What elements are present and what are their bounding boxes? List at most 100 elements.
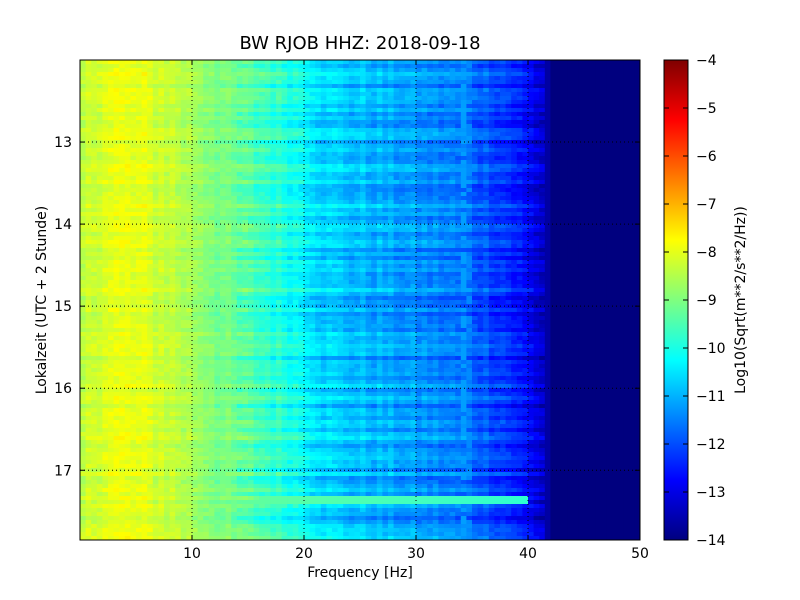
heatmap-cell (192, 76, 199, 81)
heatmap-cell (589, 136, 596, 141)
heatmap-cell (253, 100, 260, 105)
heatmap-cell (298, 64, 305, 69)
heatmap-cell (309, 116, 316, 121)
heatmap-cell (466, 96, 473, 101)
heatmap-cell (393, 236, 400, 241)
heatmap-cell (253, 80, 260, 85)
heatmap-cell (528, 172, 535, 177)
heatmap-cell (623, 92, 630, 97)
heatmap-cell (354, 184, 361, 189)
heatmap-cell (259, 128, 266, 133)
heatmap-cell (500, 164, 507, 169)
heatmap-cell (292, 256, 299, 261)
heatmap-cell (528, 92, 535, 97)
heatmap-cell (466, 168, 473, 173)
heatmap-cell (264, 136, 271, 141)
heatmap-cell (455, 80, 462, 85)
heatmap-cell (141, 132, 148, 137)
heatmap-cell (567, 100, 574, 105)
heatmap-cell (124, 244, 131, 249)
heatmap-cell (466, 256, 473, 261)
heatmap-cell (505, 148, 512, 153)
heatmap-cell (539, 236, 546, 241)
heatmap-cell (276, 120, 283, 125)
heatmap-cell (477, 216, 484, 221)
heatmap-cell (253, 88, 260, 93)
heatmap-cell (124, 212, 131, 217)
heatmap-cell (556, 228, 563, 233)
heatmap-cell (108, 84, 115, 89)
heatmap-cell (516, 156, 523, 161)
heatmap-cell (315, 184, 322, 189)
heatmap-cell (628, 212, 635, 217)
heatmap-cell (208, 180, 215, 185)
heatmap-cell (472, 252, 479, 257)
heatmap-cell (80, 224, 87, 229)
heatmap-cell (572, 80, 579, 85)
heatmap-cell (147, 220, 154, 225)
heatmap-cell (376, 232, 383, 237)
heatmap-cell (371, 240, 378, 245)
heatmap-cell (438, 128, 445, 133)
heatmap-cell (488, 208, 495, 213)
heatmap-cell (416, 108, 423, 113)
heatmap-cell (438, 144, 445, 149)
heatmap-cell (141, 160, 148, 165)
heatmap-cell (421, 212, 428, 217)
heatmap-cell (208, 212, 215, 217)
heatmap-cell (186, 120, 193, 125)
heatmap-cell (348, 172, 355, 177)
heatmap-cell (119, 208, 126, 213)
heatmap-cell (511, 136, 518, 141)
heatmap-cell (220, 236, 227, 241)
heatmap-cell (477, 176, 484, 181)
heatmap-cell (214, 220, 221, 225)
heatmap-cell (393, 192, 400, 197)
heatmap-cell (584, 84, 591, 89)
heatmap-cell (572, 240, 579, 245)
heatmap-cell (438, 76, 445, 81)
heatmap-cell (511, 184, 518, 189)
heatmap-cell (304, 188, 311, 193)
heatmap-cell (180, 248, 187, 253)
heatmap-cell (516, 172, 523, 177)
heatmap-cell (500, 240, 507, 245)
heatmap-cell (80, 200, 87, 205)
heatmap-cell (516, 164, 523, 169)
heatmap-cell (91, 144, 98, 149)
heatmap-cell (477, 252, 484, 257)
heatmap-cell (141, 96, 148, 101)
heatmap-cell (404, 256, 411, 261)
heatmap-cell (186, 252, 193, 257)
heatmap-cell (292, 96, 299, 101)
heatmap-cell (388, 84, 395, 89)
heatmap-cell (203, 64, 210, 69)
heatmap-cell (236, 240, 243, 245)
heatmap-cell (225, 184, 232, 189)
heatmap-cell (623, 100, 630, 105)
heatmap-cell (309, 248, 316, 253)
heatmap-cell (561, 96, 568, 101)
heatmap-cell (292, 128, 299, 133)
heatmap-cell (393, 128, 400, 133)
heatmap-cell (96, 160, 103, 165)
heatmap-cell (85, 152, 92, 157)
heatmap-cell (556, 172, 563, 177)
heatmap-cell (382, 164, 389, 169)
heatmap-cell (287, 84, 294, 89)
heatmap-cell (276, 112, 283, 117)
heatmap-cell (365, 164, 372, 169)
heatmap-cell (505, 92, 512, 97)
heatmap-cell (186, 192, 193, 197)
heatmap-cell (231, 104, 238, 109)
heatmap-cell (505, 152, 512, 157)
heatmap-cell (354, 252, 361, 257)
heatmap-cell (102, 232, 109, 237)
heatmap-cell (466, 232, 473, 237)
heatmap-cell (276, 164, 283, 169)
heatmap-cell (320, 164, 327, 169)
heatmap-cell (511, 76, 518, 81)
heatmap-cell (444, 120, 451, 125)
heatmap-cell (214, 228, 221, 233)
heatmap-cell (91, 92, 98, 97)
